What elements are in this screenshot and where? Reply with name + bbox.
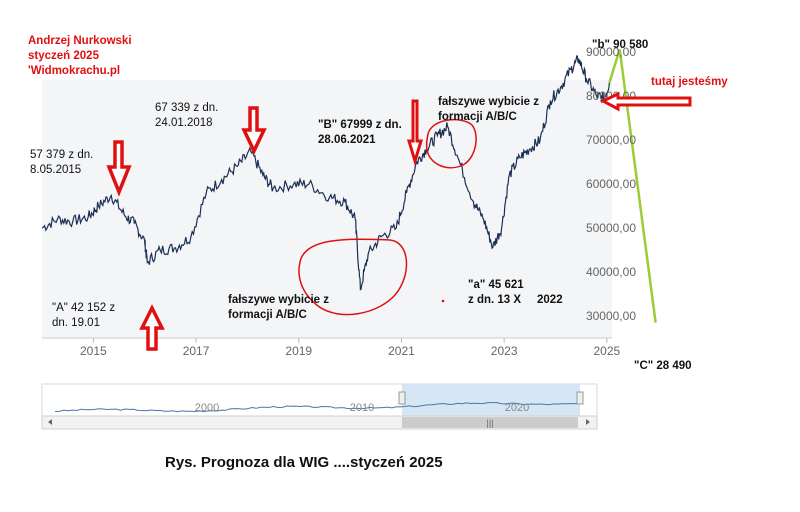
red-dot	[441, 299, 445, 303]
y-tick-label: 30000,00	[586, 309, 636, 323]
arrow-left-here	[599, 91, 692, 112]
scrollbar-grip: |||	[486, 418, 493, 428]
label-b-date: 28.06.2021	[318, 134, 376, 146]
arrow-down-2018	[241, 106, 267, 156]
y-tick-label: 90000,00	[586, 45, 636, 59]
scroll-right-arrow[interactable]	[586, 419, 590, 425]
author-block: Andrzej Nurkowski styczeń 2025 'Widmokra…	[28, 34, 132, 79]
label-b-point: "B" 67999 z dn. 28.06.2021	[318, 118, 402, 148]
label-false-breakout-2020-line1: fałszywe wybicie z	[228, 294, 329, 306]
label-false-breakout-2021: fałszywe wybicie z formacji A/B/C	[438, 95, 539, 125]
navigator-handle-left[interactable]	[398, 391, 406, 405]
label-a-low-date: dn. 19.01	[52, 317, 100, 329]
label-2018-high: 67 339 z dn. 24.01.2018	[155, 101, 218, 131]
navigator-tick-label: 2000	[195, 402, 219, 414]
chart-caption: Rys. Prognoza dla WIG ....styczeń 2025	[165, 454, 443, 471]
y-tick-label: 60000,00	[586, 177, 636, 191]
label-false-breakout-2021-line1: fałszywe wybicie z	[438, 96, 539, 108]
circle-breakout-2021	[425, 118, 477, 169]
wig-price-line	[41, 55, 610, 291]
arrow-down-2021	[406, 99, 424, 167]
author-date: styczeń 2025	[28, 50, 99, 62]
label-2018-high-value: 67 339 z dn.	[155, 102, 219, 114]
x-tick-label: 2023	[491, 344, 518, 358]
label-2015-high: 57 379 z dn. 8.05.2015	[30, 148, 93, 178]
label-2018-high-date: 24.01.2018	[155, 117, 213, 129]
label-false-breakout-2020-line2: formacji A/B/C	[228, 309, 307, 321]
label-a-low: "A" 42 152 z dn. 19.01	[52, 301, 115, 331]
label-c-big: "C" 28 490	[634, 360, 692, 372]
author-site: 'Widmokrachu.pl	[28, 65, 121, 77]
navigator-x-ticks: 2000 2010 2020	[195, 402, 529, 414]
scrollbar-thumb[interactable]	[402, 417, 578, 428]
label-false-breakout-2021-line2: formacji A/B/C	[438, 111, 517, 123]
label-a-low-value: "A" 42 152 z	[52, 302, 116, 314]
y-tick-label: 40000,00	[586, 265, 636, 279]
forecast-line	[608, 49, 657, 323]
arrow-up-2016	[139, 304, 165, 351]
plot-shade	[42, 80, 612, 338]
navigator-selection[interactable]	[402, 384, 580, 416]
y-tick-label: 70000,00	[586, 133, 636, 147]
navigator-handle-right[interactable]	[576, 391, 584, 405]
label-a-small-value: "a" 45 621	[468, 279, 524, 291]
x-tick-label: 2015	[80, 344, 107, 358]
x-tick-label: 2025	[594, 344, 621, 358]
scroll-left-arrow[interactable]	[48, 419, 52, 425]
label-a-small-date: z dn. 13 X 2022	[468, 294, 563, 306]
label-here: tutaj jesteśmy	[651, 76, 728, 88]
navigator-line	[54, 402, 581, 413]
label-2015-high-date: 8.05.2015	[30, 164, 82, 176]
label-b-small: "b" 90 580	[592, 39, 649, 51]
circle-breakout-2020	[298, 238, 408, 316]
x-tick-label: 2017	[183, 344, 210, 358]
navigator[interactable]: 2000 2010 2020 |||	[41, 383, 598, 430]
x-tick-label: 2021	[388, 344, 415, 358]
label-a-small: "a" 45 621 z dn. 13 X 2022	[468, 278, 563, 308]
x-axis-ticks: 2015 2017 2019 2021 2023 2025	[80, 338, 621, 358]
y-tick-label: 50000,00	[586, 221, 636, 235]
label-false-breakout-2020: fałszywe wybicie z formacji A/B/C	[228, 293, 329, 323]
label-2015-high-value: 57 379 z dn.	[30, 149, 94, 161]
navigator-tick-label: 2010	[350, 402, 374, 414]
author-name: Andrzej Nurkowski	[28, 35, 132, 47]
arrow-down-2015	[106, 140, 132, 197]
label-b-value: "B" 67999 z dn.	[318, 119, 402, 131]
navigator-tick-label: 2020	[505, 402, 529, 414]
x-tick-label: 2019	[285, 344, 312, 358]
